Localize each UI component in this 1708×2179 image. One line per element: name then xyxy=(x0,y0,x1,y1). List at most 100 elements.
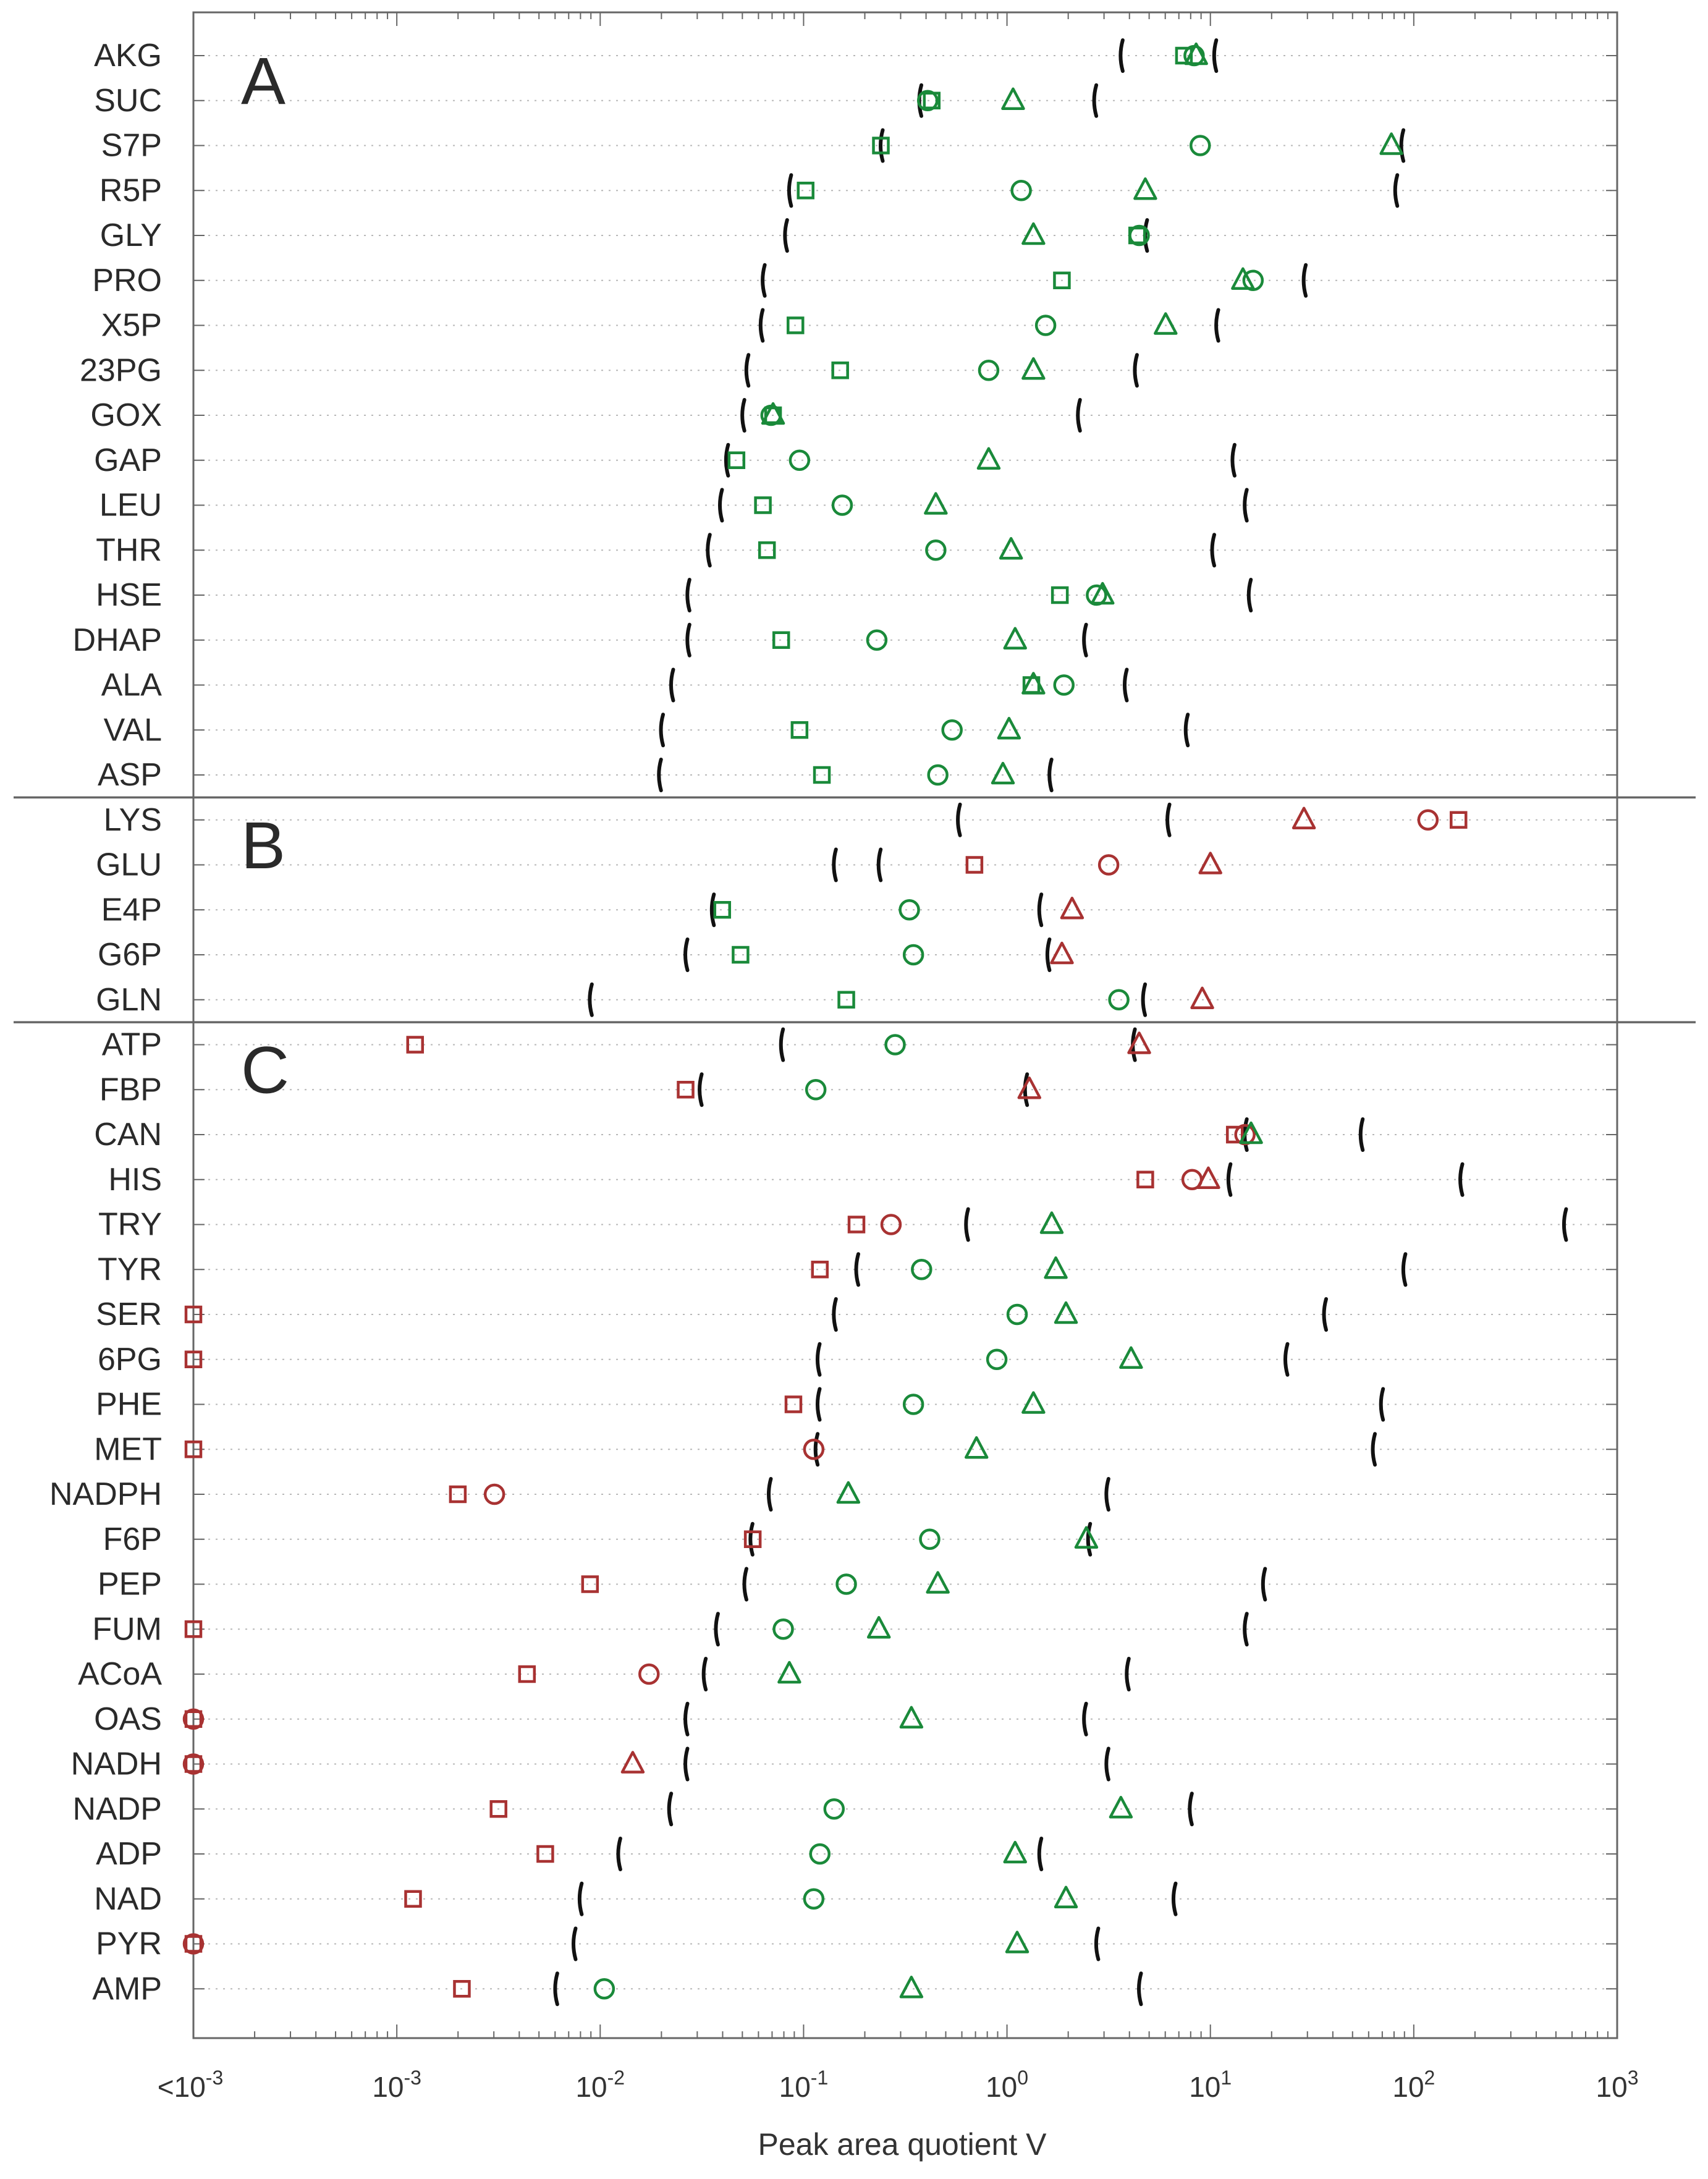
x-tick-label-base: <10 xyxy=(158,2071,206,2103)
bar-upper-try xyxy=(1562,1207,1568,1242)
x-tick-label: 103 xyxy=(1596,2067,1639,2103)
bar-upper-gox xyxy=(1076,398,1082,433)
triangle-marker-adp xyxy=(1003,1840,1027,1864)
bar-upper-val xyxy=(1183,713,1190,748)
bar-upper-nadph xyxy=(1104,1477,1110,1512)
bar-lower-gly xyxy=(783,218,789,253)
bar-lower-g6p xyxy=(683,937,690,972)
circle-marker-e4p xyxy=(898,899,920,921)
bar-upper-f6p xyxy=(1086,1521,1093,1557)
circle-marker-nadp xyxy=(823,1798,845,1820)
square-marker-can xyxy=(1225,1125,1244,1144)
square-marker-his xyxy=(1136,1170,1154,1188)
triangle-marker-gap xyxy=(976,447,1001,470)
bar-lower-fum xyxy=(714,1612,720,1647)
bar-lower-ser xyxy=(832,1297,838,1332)
grid-layer xyxy=(193,55,1617,1990)
triangle-marker-his xyxy=(1196,1166,1220,1189)
bar-lower-gox xyxy=(740,398,746,433)
bar-lower-nadp xyxy=(667,1792,674,1827)
row-label-x5p: X5P xyxy=(101,308,162,344)
bar-lower-pro xyxy=(761,263,767,298)
square-marker-met xyxy=(184,1441,203,1458)
bar-upper-gap xyxy=(1230,442,1237,478)
bar-lower-nadph xyxy=(766,1477,773,1512)
row-label-dhap: DHAP xyxy=(73,622,162,658)
group-label-c: C xyxy=(241,1033,289,1107)
x-axis-ticks xyxy=(193,12,1609,2038)
square-marker-6pg xyxy=(184,1350,203,1368)
bar-upper-akg xyxy=(1212,38,1219,73)
square-marker-fum xyxy=(184,1620,203,1638)
data-marks xyxy=(182,38,1568,2007)
triangle-marker-gln xyxy=(1190,986,1214,1009)
group-label-a: A xyxy=(241,43,285,118)
bar-lower-6pg xyxy=(815,1342,822,1377)
triangle-marker-leu xyxy=(924,492,948,515)
row-label-leu: LEU xyxy=(99,488,162,523)
row-label-nad: NAD xyxy=(94,1881,162,1917)
circle-marker-g6p xyxy=(902,944,924,966)
row-label-gox: GOX xyxy=(90,397,162,433)
triangle-marker-akg xyxy=(1184,42,1208,66)
bar-lower-try xyxy=(964,1207,970,1242)
triangle-marker-r5p xyxy=(1133,177,1157,200)
bar-upper-met xyxy=(1371,1432,1377,1467)
square-marker-hse xyxy=(1051,586,1069,604)
row-label-can: CAN xyxy=(94,1117,162,1153)
circle-marker-fum xyxy=(772,1618,794,1640)
x-tick-label-base: 10 xyxy=(372,2071,404,2103)
circle-marker-leu xyxy=(831,494,853,516)
row-label-val: VAL xyxy=(104,712,162,748)
x-tick-label: 10-1 xyxy=(779,2067,829,2103)
circle-marker-6pg xyxy=(986,1348,1008,1370)
bar-lower-gln xyxy=(588,982,594,1017)
bar-lower-lys xyxy=(956,802,962,837)
bar-lower-akg xyxy=(1118,38,1125,73)
row-label-suc: SUC xyxy=(94,83,162,119)
square-marker-glu xyxy=(965,856,984,874)
triangle-marker-fbp xyxy=(1017,1077,1042,1099)
triangle-marker-x5p xyxy=(1154,312,1178,335)
row-label-pro: PRO xyxy=(92,263,162,298)
circle-marker-amp xyxy=(593,1978,615,2000)
bar-upper-nadh xyxy=(1104,1746,1110,1782)
row-label-pyr: PYR xyxy=(96,1926,162,1962)
x-tick-label: 102 xyxy=(1392,2067,1435,2103)
square-marker-e4p xyxy=(713,901,732,919)
bar-upper-can xyxy=(1358,1117,1365,1152)
row-label-try: TRY xyxy=(98,1207,162,1243)
x-tick-label-exponent: -3 xyxy=(206,2067,223,2089)
square-marker-thr xyxy=(758,541,776,559)
bar-lower-atp xyxy=(779,1027,785,1062)
triangle-marker-dhap xyxy=(1003,627,1027,649)
square-marker-ser xyxy=(184,1305,203,1324)
bar-upper-nad xyxy=(1171,1881,1178,1916)
triangle-marker-atp xyxy=(1127,1031,1151,1054)
circle-marker-nad xyxy=(803,1888,825,1910)
bar-lower-acoa xyxy=(701,1657,708,1691)
bar-lower-amp xyxy=(553,1971,559,2007)
x-tick-label-base: 10 xyxy=(1392,2071,1424,2103)
row-label-adp: ADP xyxy=(96,1836,162,1872)
triangle-marker-pyr xyxy=(1005,1931,1029,1953)
bar-lower-x5p xyxy=(758,308,765,343)
row-label-thr: THR xyxy=(96,532,162,568)
x-tick-label: 100 xyxy=(986,2067,1028,2103)
triangle-marker-ser xyxy=(1054,1301,1078,1324)
bar-lower-nad xyxy=(577,1881,584,1916)
row-label-asp: ASP xyxy=(98,757,162,793)
circle-marker-23pg xyxy=(978,360,1000,381)
square-marker-val xyxy=(790,721,809,739)
triangle-marker-nadph xyxy=(836,1481,861,1504)
circle-marker-tyr xyxy=(911,1259,932,1280)
row-label-hse: HSE xyxy=(96,577,162,613)
x-tick-label-base: 10 xyxy=(986,2071,1017,2103)
x-tick-label-base: 10 xyxy=(1189,2071,1220,2103)
bar-lower-e4p xyxy=(709,892,716,928)
row-label-gap: GAP xyxy=(94,442,162,478)
bar-lower-23pg xyxy=(744,353,751,388)
bar-upper-glu xyxy=(876,847,883,882)
row-label-akg: AKG xyxy=(94,38,162,74)
square-marker-s7p xyxy=(872,137,890,154)
